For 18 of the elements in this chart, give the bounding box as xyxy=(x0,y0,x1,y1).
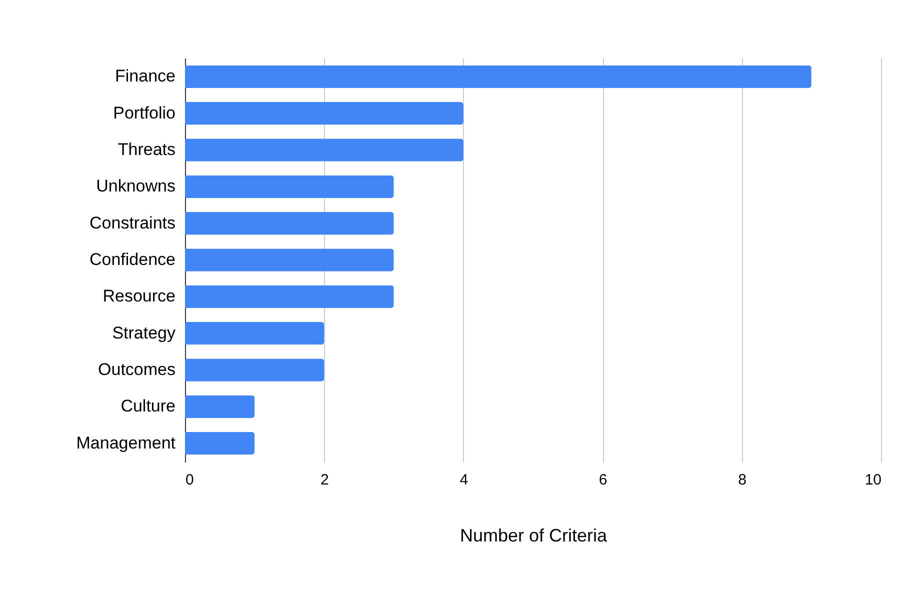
x-axis-title: Number of Criteria xyxy=(460,526,608,546)
x-tick-label: 6 xyxy=(598,472,608,488)
x-tick-label: 8 xyxy=(738,472,746,488)
y-tick-label: Constraints xyxy=(90,213,176,232)
x-tick-label: 2 xyxy=(320,472,329,488)
y-tick-label: Finance xyxy=(115,66,176,86)
y-tick-label: Resource xyxy=(102,286,176,306)
y-tick-label: Portfolio xyxy=(113,103,176,122)
y-tick-label: Confidence xyxy=(89,250,176,269)
y-tick-label: Strategy xyxy=(112,323,176,342)
y-tick-label: Threats xyxy=(118,140,176,160)
x-tick-label: 10 xyxy=(864,472,882,488)
x-tick-label: 4 xyxy=(460,472,468,488)
x-tick-label: 0 xyxy=(186,472,194,488)
y-tick-label: Culture xyxy=(120,396,176,416)
y-tick-label: Outcomes xyxy=(98,360,176,379)
y-tick-label: Unknowns xyxy=(96,176,176,196)
y-tick-label: Management xyxy=(76,433,176,452)
